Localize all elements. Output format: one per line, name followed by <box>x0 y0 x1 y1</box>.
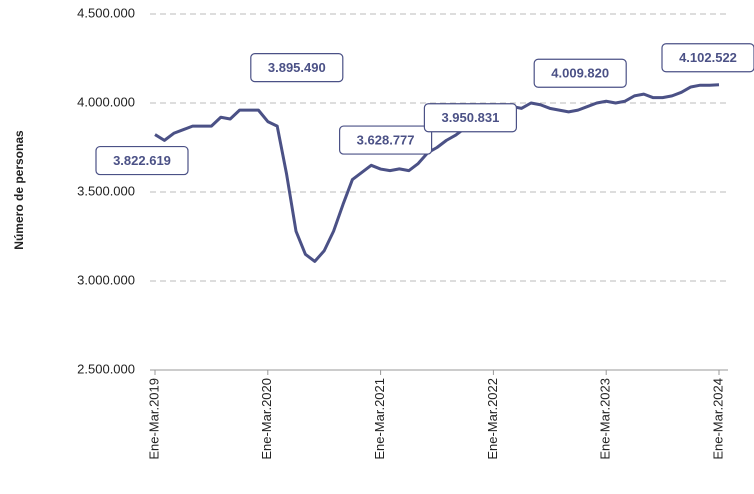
data-label: 4.102.522 <box>679 50 737 65</box>
x-tick-label: Ene-Mar.2023 <box>598 378 613 460</box>
label-box <box>339 125 433 155</box>
y-tick-label: 4.000.000 <box>77 94 135 109</box>
label-box <box>95 145 189 176</box>
y-tick-label: 4.500.000 <box>77 5 135 20</box>
y-tick-label: 2.500.000 <box>77 361 135 376</box>
x-tick-label: Ene-Mar.2022 <box>485 378 500 460</box>
x-tick-label: Ene-Mar.2020 <box>259 378 274 460</box>
data-label: 3.895.490 <box>268 60 326 75</box>
line <box>154 83 720 263</box>
y-tick-label: 3.500.000 <box>77 183 135 198</box>
data-label: 3.950.831 <box>441 110 499 125</box>
x-tick-label: Ene-Mar.2024 <box>710 378 725 460</box>
data-label: 3.822.619 <box>113 153 171 168</box>
label-box <box>661 43 754 73</box>
data-label: 3.628.777 <box>357 133 415 148</box>
y-tick-label: 3.000.000 <box>77 272 135 287</box>
label-box <box>423 103 517 133</box>
data-label: 4.009.820 <box>551 66 609 81</box>
x-tick-label: Ene-Mar.2021 <box>372 378 387 460</box>
x-tick-label: Ene-Mar.2019 <box>146 378 161 460</box>
label-box <box>250 53 344 83</box>
y-axis-label: Número de personas <box>12 130 26 250</box>
label-box <box>533 58 627 88</box>
